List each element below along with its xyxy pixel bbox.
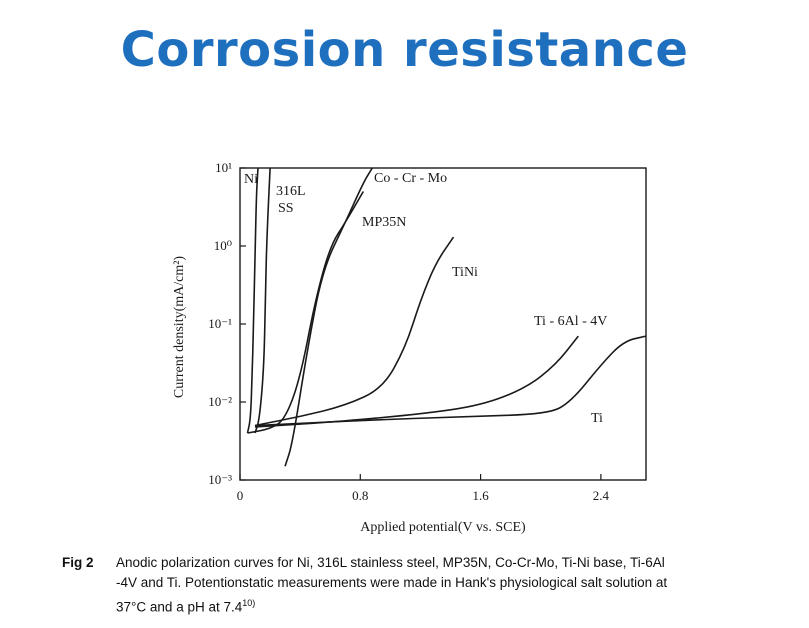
curves (246, 168, 646, 467)
y-axis-ticks: 10¹ 10⁰ 10⁻¹ 10⁻² 10⁻³ (208, 160, 246, 487)
caption-label: Fig 2 (62, 555, 94, 570)
x-tick-label: 0 (237, 488, 244, 503)
curve-316l-ss (254, 168, 271, 434)
label-316l-ss: 316L (276, 184, 306, 199)
x-tick-label: 0.8 (352, 488, 368, 503)
y-tick-label: 10⁻³ (208, 472, 232, 487)
curve-tini (254, 236, 455, 427)
caption-reference: 10) (242, 598, 256, 608)
label-ti: Ti (591, 411, 603, 426)
label-ni: Ni (244, 172, 258, 187)
y-axis-label: Current density(mA/cm²) (172, 256, 187, 399)
y-tick-label: 10⁰ (214, 238, 232, 253)
label-316l-ss: SS (278, 201, 294, 216)
x-tick-label: 1.6 (472, 488, 489, 503)
caption-line-1: Anodic polarization curves for Ni, 316L … (116, 555, 665, 570)
y-tick-label: 10⁻¹ (208, 316, 232, 331)
x-axis-ticks: 0 0.8 1.6 2.4 (237, 474, 610, 503)
curve-ti-6al-4v (254, 335, 579, 428)
label-ti-6al-4v: Ti - 6Al - 4V (534, 314, 607, 329)
figure-caption: Fig 2 Anodic polarization curves for Ni, … (62, 553, 792, 618)
y-tick-label: 10⁻² (208, 394, 232, 409)
slide-title: Corrosion resistance (120, 22, 689, 78)
label-co-cr-mo: Co - Cr - Mo (374, 171, 447, 186)
curve-ni (246, 168, 259, 434)
caption-line-2: -4V and Ti. Potentionstatic measurements… (116, 575, 668, 590)
x-axis-label: Applied potential(V vs. SCE) (360, 520, 526, 535)
x-tick-label: 2.4 (593, 488, 610, 503)
curve-mp35n (247, 191, 364, 434)
curve-ti (254, 335, 646, 427)
caption-line-3: 37°C and a pH at 7.4 (116, 599, 243, 615)
series-labels: Ni 316L SS Co - Cr - Mo MP35N TiNi Ti - 6Al - … (244, 171, 607, 426)
label-tini: TiNi (452, 265, 478, 280)
curve-co-cr-mo (284, 168, 373, 467)
label-mp35n: MP35N (362, 215, 406, 230)
y-tick-label: 10¹ (215, 160, 232, 175)
